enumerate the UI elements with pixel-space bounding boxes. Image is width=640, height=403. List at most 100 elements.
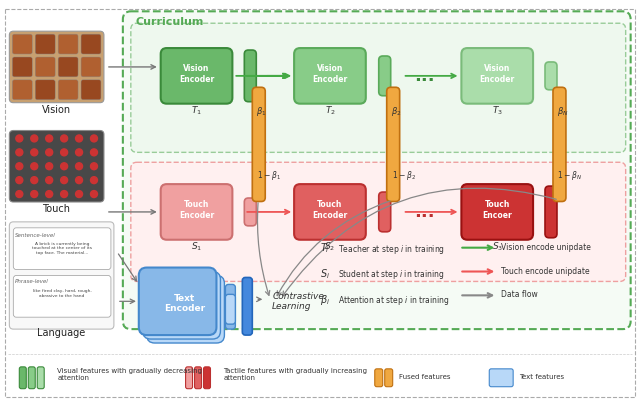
Circle shape [45, 163, 52, 170]
Text: Visual features with gradually decreasing
attention: Visual features with gradually decreasin… [57, 368, 202, 381]
Circle shape [61, 177, 68, 184]
Circle shape [16, 191, 23, 197]
Text: Touch
Encoer: Touch Encoer [483, 200, 512, 220]
Circle shape [45, 149, 52, 156]
Text: Touch: Touch [42, 204, 70, 214]
Circle shape [76, 135, 83, 142]
Circle shape [31, 191, 38, 197]
FancyBboxPatch shape [12, 80, 32, 100]
Text: Data flow: Data flow [501, 290, 538, 299]
FancyBboxPatch shape [37, 367, 44, 389]
FancyBboxPatch shape [131, 162, 626, 281]
FancyBboxPatch shape [12, 34, 32, 54]
FancyBboxPatch shape [161, 184, 232, 240]
Text: $T_3$: $T_3$ [492, 105, 502, 117]
FancyBboxPatch shape [379, 56, 390, 96]
Circle shape [61, 163, 68, 170]
FancyBboxPatch shape [35, 80, 55, 100]
Text: Language: Language [37, 328, 85, 338]
Text: Sentence-level: Sentence-level [15, 233, 56, 238]
FancyBboxPatch shape [545, 186, 557, 238]
Circle shape [90, 149, 97, 156]
Text: Vision
Encoder: Vision Encoder [179, 64, 214, 83]
FancyBboxPatch shape [58, 57, 78, 77]
Text: $S_1$: $S_1$ [191, 241, 202, 253]
FancyBboxPatch shape [294, 184, 366, 240]
Text: Text
Encoder: Text Encoder [164, 294, 205, 313]
FancyBboxPatch shape [161, 48, 232, 104]
Circle shape [31, 149, 38, 156]
Circle shape [61, 135, 68, 142]
FancyBboxPatch shape [385, 369, 393, 387]
Circle shape [76, 163, 83, 170]
FancyBboxPatch shape [461, 184, 533, 240]
Circle shape [45, 135, 52, 142]
FancyBboxPatch shape [375, 369, 383, 387]
Circle shape [16, 149, 23, 156]
Text: Attention at step $i$ in training: Attention at step $i$ in training [338, 294, 449, 307]
Circle shape [31, 163, 38, 170]
FancyBboxPatch shape [225, 294, 236, 324]
FancyBboxPatch shape [244, 50, 256, 102]
Circle shape [90, 135, 97, 142]
FancyBboxPatch shape [123, 11, 630, 329]
FancyBboxPatch shape [186, 367, 193, 389]
Text: Teacher at step $i$ in training: Teacher at step $i$ in training [338, 243, 445, 256]
FancyBboxPatch shape [195, 367, 202, 389]
Text: like fired clay, hard, rough,
abrasive to the hand: like fired clay, hard, rough, abrasive t… [33, 289, 92, 298]
FancyBboxPatch shape [19, 367, 26, 389]
Circle shape [16, 177, 23, 184]
Text: $1-\beta_N$: $1-\beta_N$ [557, 169, 582, 182]
FancyBboxPatch shape [143, 272, 220, 339]
Text: Touch encode unipdate: Touch encode unipdate [501, 266, 590, 276]
FancyBboxPatch shape [294, 48, 366, 104]
Circle shape [76, 177, 83, 184]
FancyBboxPatch shape [489, 369, 513, 387]
FancyBboxPatch shape [12, 57, 32, 77]
Text: Curriculum: Curriculum [136, 17, 204, 27]
FancyBboxPatch shape [147, 276, 225, 343]
Text: Text features: Text features [519, 374, 564, 380]
FancyBboxPatch shape [13, 228, 111, 270]
Circle shape [31, 135, 38, 142]
FancyBboxPatch shape [139, 268, 216, 335]
Circle shape [16, 163, 23, 170]
FancyBboxPatch shape [243, 278, 252, 335]
Text: Student at step $i$ in training: Student at step $i$ in training [338, 268, 444, 281]
FancyBboxPatch shape [131, 23, 626, 152]
Text: $1-\beta_2$: $1-\beta_2$ [392, 169, 415, 182]
Circle shape [61, 149, 68, 156]
FancyBboxPatch shape [81, 80, 101, 100]
Text: $\beta_1$: $\beta_1$ [256, 105, 267, 118]
FancyBboxPatch shape [58, 80, 78, 100]
Text: $S_3$: $S_3$ [492, 241, 503, 253]
FancyBboxPatch shape [81, 34, 101, 54]
FancyBboxPatch shape [387, 87, 399, 202]
Text: Touch
Encoder: Touch Encoder [312, 200, 348, 220]
Text: $S_2$: $S_2$ [324, 241, 335, 253]
FancyBboxPatch shape [10, 31, 104, 103]
Circle shape [76, 191, 83, 197]
Text: Touch
Encoder: Touch Encoder [179, 200, 214, 220]
Circle shape [90, 191, 97, 197]
Text: Vision encode unipdate: Vision encode unipdate [501, 243, 591, 251]
Circle shape [45, 191, 52, 197]
Text: $\beta_N$: $\beta_N$ [557, 105, 568, 118]
Text: $1-\beta_1$: $1-\beta_1$ [257, 169, 281, 182]
Text: Phrase-level: Phrase-level [15, 279, 49, 285]
FancyBboxPatch shape [35, 57, 55, 77]
FancyBboxPatch shape [225, 285, 236, 329]
FancyBboxPatch shape [28, 367, 35, 389]
Circle shape [31, 177, 38, 184]
Text: Fused features: Fused features [399, 374, 450, 380]
Text: $T_2$: $T_2$ [324, 105, 335, 117]
Text: Vision: Vision [42, 105, 70, 114]
FancyBboxPatch shape [10, 131, 104, 202]
FancyBboxPatch shape [204, 367, 211, 389]
Circle shape [16, 135, 23, 142]
FancyBboxPatch shape [10, 222, 114, 329]
Text: $\beta_2$: $\beta_2$ [390, 105, 401, 118]
FancyBboxPatch shape [58, 34, 78, 54]
FancyBboxPatch shape [244, 198, 256, 226]
Text: $\beta_i$: $\beta_i$ [320, 293, 330, 307]
